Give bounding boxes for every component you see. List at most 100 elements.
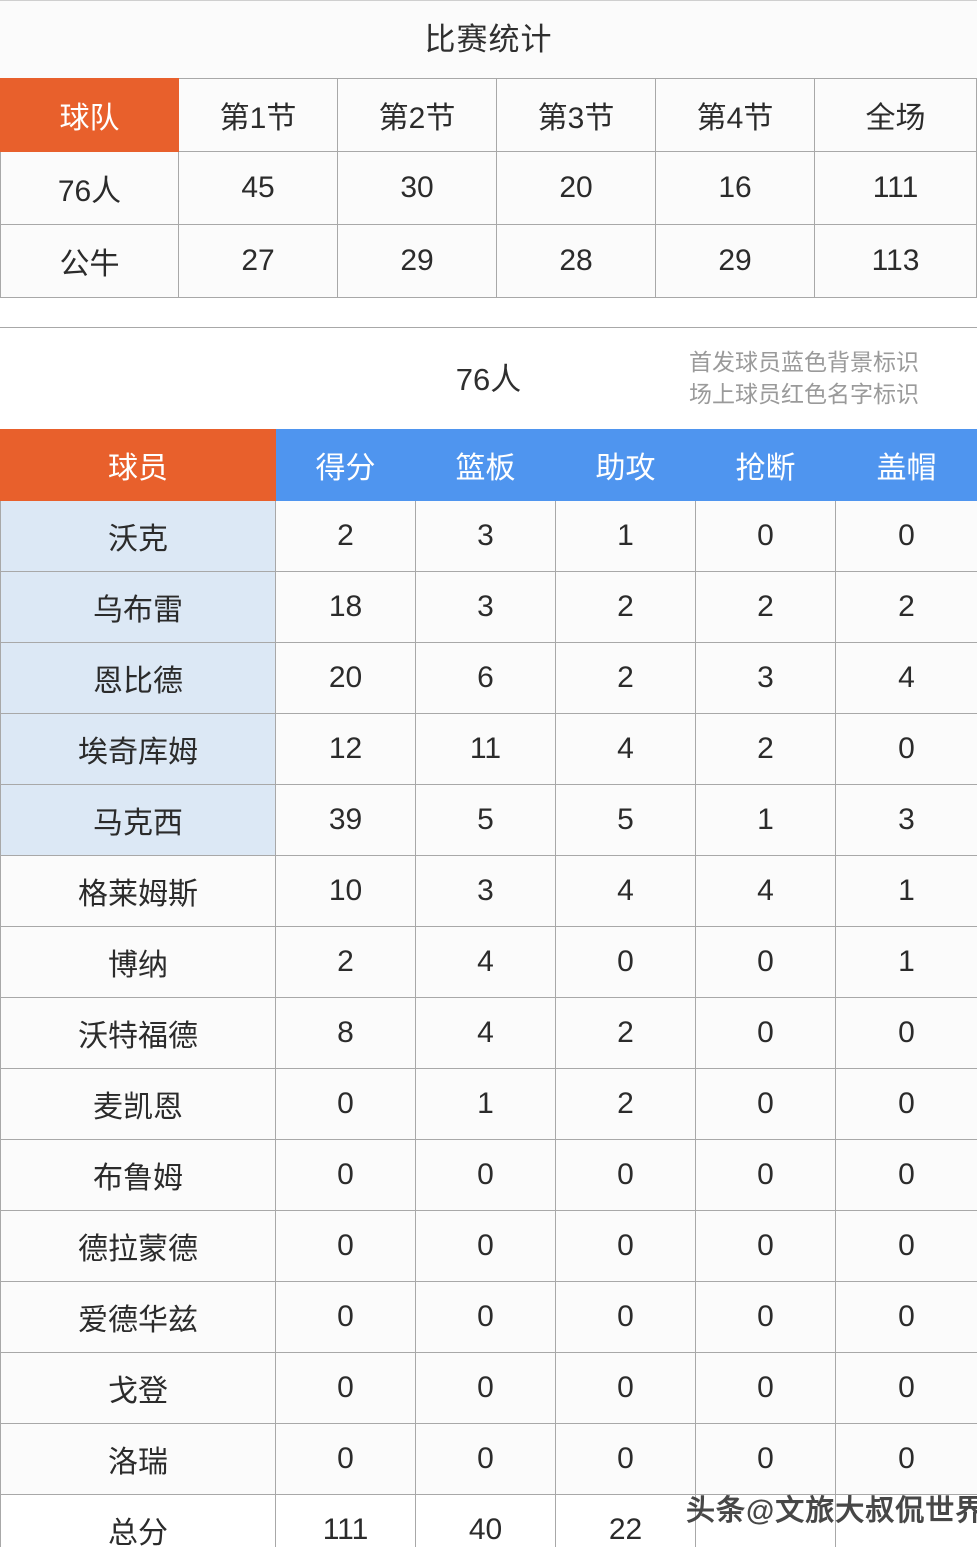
- player-name: 马克西: [0, 784, 276, 856]
- table-row: 埃奇库姆 12 11 4 2 0: [0, 713, 977, 785]
- player-blocks: 1: [835, 926, 977, 998]
- table-row: 格莱姆斯 10 3 4 4 1: [0, 855, 977, 927]
- player-points: 12: [275, 713, 416, 785]
- player-name: 沃克: [0, 500, 276, 572]
- player-name: 格莱姆斯: [0, 855, 276, 927]
- boxscore-cell-q2: 30: [337, 151, 497, 225]
- player-rebounds: 0: [415, 1352, 556, 1424]
- player-steals: 4: [695, 855, 836, 927]
- player-name: 戈登: [0, 1352, 276, 1424]
- player-assists: 2: [555, 571, 696, 643]
- table-row: 马克西 39 5 5 1 3: [0, 784, 977, 856]
- player-assists: 0: [555, 1139, 696, 1211]
- player-points: 0: [275, 1281, 416, 1353]
- boxscore-cell-q4: 29: [655, 224, 815, 298]
- player-points: 0: [275, 1068, 416, 1140]
- player-assists: 0: [555, 1352, 696, 1424]
- player-points: 18: [275, 571, 416, 643]
- table-row: 戈登 0 0 0 0 0: [0, 1352, 977, 1424]
- player-blocks: 0: [835, 1281, 977, 1353]
- player-blocks: 3: [835, 784, 977, 856]
- player-steals: 2: [695, 713, 836, 785]
- player-assists: 2: [555, 642, 696, 714]
- player-stats-table: 球员 得分 篮板 助攻 抢断 盖帽 沃克 2 3 1 0 0 乌布雷 18 3 2 2 2 恩比德 20 6…: [0, 429, 977, 1547]
- totals-blocks: [835, 1494, 977, 1547]
- player-rebounds: 0: [415, 1139, 556, 1211]
- totals-rebounds: 40: [415, 1494, 556, 1547]
- boxscore-cell-q3: 20: [496, 151, 656, 225]
- player-steals: 0: [695, 1139, 836, 1211]
- table-row: 公牛 27 29 28 29 113: [0, 224, 977, 298]
- table-row: 沃特福德 8 4 2 0 0: [0, 997, 977, 1069]
- table-row: 博纳 2 4 0 0 1: [0, 926, 977, 998]
- player-assists: 0: [555, 926, 696, 998]
- boxscore-cell-q2: 29: [337, 224, 497, 298]
- player-steals: 0: [695, 926, 836, 998]
- player-rebounds: 0: [415, 1281, 556, 1353]
- boxscore-table: 球队 第1节 第2节 第3节 第4节 全场 76人 45 30 20 16 11…: [0, 78, 977, 298]
- player-header-row: 球员 得分 篮板 助攻 抢断 盖帽: [0, 429, 977, 501]
- player-rebounds: 3: [415, 500, 556, 572]
- section-separator: [0, 298, 977, 328]
- player-name: 爱德华兹: [0, 1281, 276, 1353]
- player-steals: 3: [695, 642, 836, 714]
- boxscore-cell-q4: 16: [655, 151, 815, 225]
- player-steals: 0: [695, 1281, 836, 1353]
- boxscore-col-q3: 第3节: [496, 78, 656, 152]
- player-col-name: 球员: [0, 429, 276, 501]
- player-assists: 4: [555, 713, 696, 785]
- player-rebounds: 1: [415, 1068, 556, 1140]
- boxscore-col-team: 球队: [0, 78, 179, 152]
- player-steals: 0: [695, 500, 836, 572]
- player-blocks: 0: [835, 1423, 977, 1495]
- table-row: 恩比德 20 6 2 3 4: [0, 642, 977, 714]
- player-assists: 0: [555, 1210, 696, 1282]
- player-points: 0: [275, 1423, 416, 1495]
- player-blocks: 2: [835, 571, 977, 643]
- table-row: 乌布雷 18 3 2 2 2: [0, 571, 977, 643]
- boxscore-cell-q3: 28: [496, 224, 656, 298]
- player-points: 8: [275, 997, 416, 1069]
- player-blocks: 0: [835, 1352, 977, 1424]
- boxscore-team-name: 公牛: [0, 224, 179, 298]
- player-blocks: 1: [835, 855, 977, 927]
- boxscore-title: 比赛统计: [0, 1, 977, 78]
- boxscore-col-total: 全场: [814, 78, 977, 152]
- player-name: 恩比德: [0, 642, 276, 714]
- player-steals: 1: [695, 784, 836, 856]
- table-row: 洛瑞 0 0 0 0 0: [0, 1423, 977, 1495]
- player-points: 20: [275, 642, 416, 714]
- player-points: 10: [275, 855, 416, 927]
- boxscore-team-name: 76人: [0, 151, 179, 225]
- table-row: 德拉蒙德 0 0 0 0 0: [0, 1210, 977, 1282]
- player-assists: 1: [555, 500, 696, 572]
- player-steals: 0: [695, 1352, 836, 1424]
- player-assists: 5: [555, 784, 696, 856]
- table-row: 沃克 2 3 1 0 0: [0, 500, 977, 572]
- player-blocks: 0: [835, 997, 977, 1069]
- player-blocks: 4: [835, 642, 977, 714]
- player-points: 39: [275, 784, 416, 856]
- totals-assists: 22: [555, 1494, 696, 1547]
- player-name: 乌布雷: [0, 571, 276, 643]
- player-name: 洛瑞: [0, 1423, 276, 1495]
- player-rebounds: 3: [415, 855, 556, 927]
- player-name: 布鲁姆: [0, 1139, 276, 1211]
- team-title: 76人: [455, 362, 522, 397]
- player-rebounds: 5: [415, 784, 556, 856]
- boxscore-cell-total: 111: [814, 151, 977, 225]
- legend-line-oncourt: 场上球员红色名字标识: [689, 381, 919, 407]
- boxscore-cell-q1: 27: [178, 224, 338, 298]
- player-assists: 2: [555, 997, 696, 1069]
- player-points: 0: [275, 1352, 416, 1424]
- boxscore-section: 比赛统计 球队 第1节 第2节 第3节 第4节 全场 76人 45: [0, 0, 977, 298]
- player-name: 麦凯恩: [0, 1068, 276, 1140]
- player-name: 埃奇库姆: [0, 713, 276, 785]
- player-points: 2: [275, 926, 416, 998]
- player-steals: 0: [695, 1068, 836, 1140]
- boxscore-col-q1: 第1节: [178, 78, 338, 152]
- legend-line-starter: 首发球员蓝色背景标识: [689, 349, 919, 375]
- player-rebounds: 4: [415, 997, 556, 1069]
- table-row: 爱德华兹 0 0 0 0 0: [0, 1281, 977, 1353]
- player-rebounds: 6: [415, 642, 556, 714]
